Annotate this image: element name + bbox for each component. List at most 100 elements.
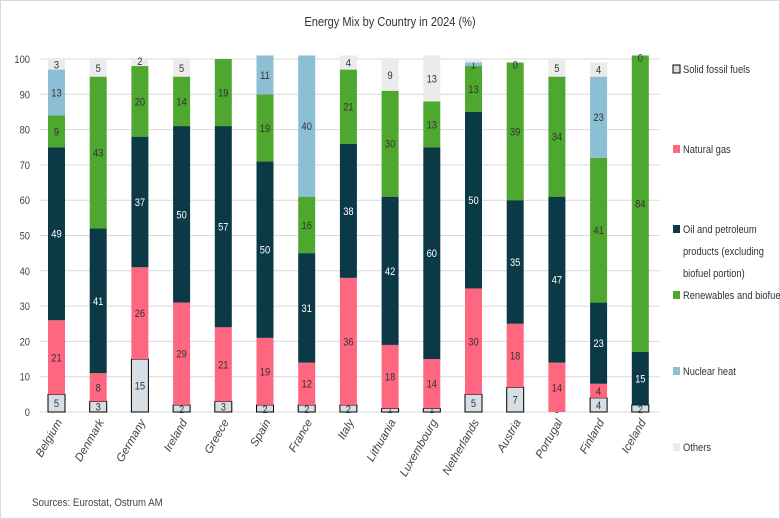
x-tick-label: Greece (203, 418, 232, 457)
legend-swatch (673, 145, 680, 153)
bar-segment (256, 161, 274, 338)
legend-swatch (672, 64, 681, 74)
legend-label-line: biofuel portion) (683, 268, 745, 280)
bar-segment (89, 59, 107, 77)
legend-label: Renewables and biofuels (683, 290, 780, 302)
data-label: 50 (260, 245, 271, 257)
bar-segment (548, 59, 566, 77)
bar-segment (465, 59, 482, 63)
data-label: 30 (468, 337, 479, 349)
data-label: 8 (96, 383, 101, 395)
y-tick-label: 0 (25, 407, 30, 419)
bar-segment (590, 157, 608, 303)
data-label: 4 (596, 400, 601, 412)
x-tick-label: Austria (495, 418, 524, 456)
legend-label: Natural gas (683, 144, 731, 156)
bar-segment (381, 90, 399, 197)
source-note: Sources: Eurostat, Ostrum AM (32, 497, 163, 509)
bar-segment (465, 288, 482, 395)
legend-label-line: Others (683, 442, 711, 454)
data-label: 13 (51, 88, 62, 100)
legend-swatch (673, 443, 680, 451)
bar-segment (298, 362, 316, 405)
bar-segment (631, 351, 649, 405)
data-label: 3 (96, 402, 101, 414)
data-label: 13 (427, 74, 438, 86)
x-tick-label: Portugal (534, 417, 566, 460)
data-label: 14 (176, 97, 187, 109)
x-tick-label: Lithuania (365, 418, 399, 464)
data-label: 41 (593, 226, 604, 238)
data-label: 14 (427, 379, 438, 391)
legend-label-line: Solid fossil fuels (683, 64, 750, 76)
bar-segment (590, 76, 608, 158)
data-label: 42 (385, 266, 396, 278)
bar-segment (89, 373, 107, 402)
data-label: 13 (427, 120, 438, 132)
bar-segment (173, 59, 191, 77)
data-label: 19 (260, 123, 271, 135)
data-label: 1 (388, 404, 393, 416)
data-label: 84 (635, 199, 646, 211)
data-label: 40 (302, 121, 313, 133)
legend-label: Others (683, 442, 711, 454)
y-tick-label: 20 (20, 337, 31, 349)
data-label: 5 (96, 63, 101, 75)
data-label: 18 (385, 372, 396, 384)
x-tick-label: Luxembourg (398, 417, 441, 479)
data-label: 16 (302, 220, 313, 232)
bar-segment (48, 147, 65, 321)
bar-segment (506, 62, 524, 201)
bar-segment (214, 59, 232, 127)
data-label: 2 (304, 404, 309, 416)
bar-segment (423, 359, 441, 409)
bar-segment (465, 66, 482, 112)
bar-segment (256, 55, 274, 95)
data-label: 1 (471, 60, 476, 72)
bar-segment (423, 101, 441, 148)
bar-segment (131, 136, 149, 268)
data-label: 50 (468, 196, 479, 208)
bar-segment (131, 267, 149, 360)
bar-segment (548, 362, 566, 412)
data-label: 9 (388, 70, 393, 82)
x-tick-label: Netherlands (441, 417, 483, 477)
legend-label-line: Nuclear heat (683, 366, 736, 378)
y-tick-label: 100 (14, 54, 30, 66)
bar-segment (423, 55, 441, 102)
legend-label: Oil and petroleum products (excluding biof… (683, 224, 764, 280)
data-label: 15 (135, 381, 146, 393)
bar-segment (465, 62, 482, 67)
legend-label-line: products (excluding (683, 246, 764, 258)
data-label: 43 (93, 148, 104, 160)
bar-segment (548, 196, 566, 363)
x-tick-label: Denmark (73, 416, 107, 463)
data-label: 26 (135, 309, 146, 321)
data-label: 39 (510, 127, 521, 139)
bar-segment (339, 143, 357, 278)
legend-label-line: Oil and petroleum (683, 224, 757, 236)
x-tick-label: Germany (114, 416, 149, 464)
data-label: 41 (93, 296, 104, 308)
data-label: 20 (135, 97, 146, 109)
data-label: 2 (137, 56, 142, 68)
data-label: 49 (51, 229, 62, 241)
bar-segment (590, 62, 608, 77)
data-label: 13 (468, 84, 479, 96)
data-label: 38 (343, 206, 354, 218)
bar-segment (298, 55, 316, 197)
data-label: 5 (179, 63, 184, 75)
bar-segment (298, 196, 316, 254)
bar-segment (548, 76, 566, 197)
x-tick-label: Italy (336, 416, 358, 441)
data-label: 29 (176, 349, 187, 361)
x-tick-label: Finland (578, 417, 608, 456)
bar-segment (631, 55, 649, 352)
legend-swatch (673, 225, 680, 233)
data-label: 31 (302, 303, 313, 315)
y-tick-label: 40 (20, 266, 31, 278)
data-label: 50 (176, 210, 187, 222)
y-tick-label: 80 (20, 125, 31, 137)
data-label: 15 (635, 374, 646, 386)
